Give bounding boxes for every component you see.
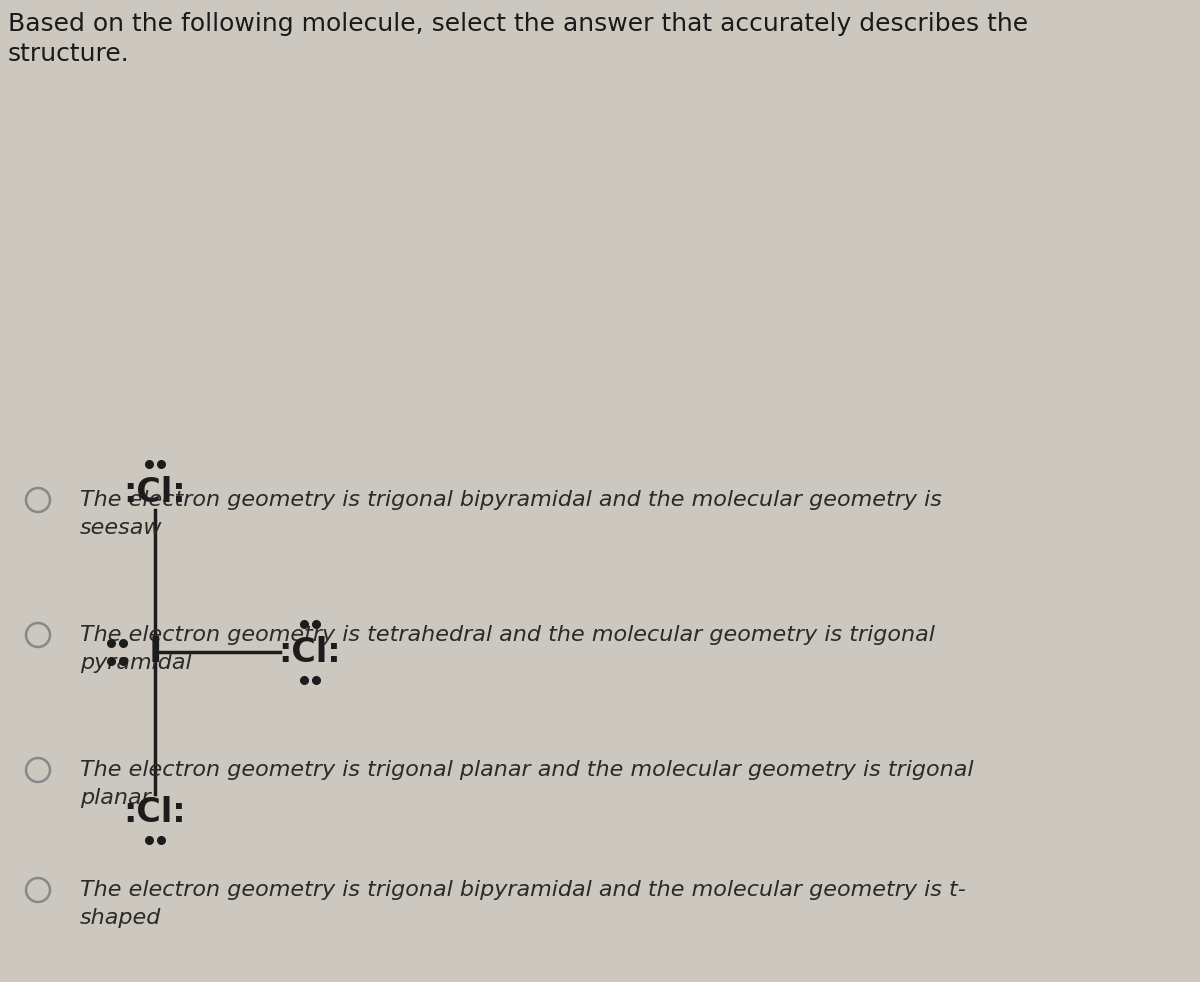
Text: pyramidal: pyramidal: [80, 653, 192, 673]
Text: :Cl:: :Cl:: [278, 635, 341, 669]
Text: I: I: [149, 635, 162, 669]
Text: The electron geometry is trigonal bipyramidal and the molecular geometry is: The electron geometry is trigonal bipyra…: [80, 490, 942, 510]
Text: The electron geometry is tetrahedral and the molecular geometry is trigonal: The electron geometry is tetrahedral and…: [80, 625, 935, 645]
Text: Based on the following molecule, select the answer that accurately describes the: Based on the following molecule, select …: [8, 12, 1028, 36]
Text: shaped: shaped: [80, 908, 161, 928]
Text: planar: planar: [80, 788, 151, 808]
Text: The electron geometry is trigonal planar and the molecular geometry is trigonal: The electron geometry is trigonal planar…: [80, 760, 973, 780]
Text: structure.: structure.: [8, 42, 130, 66]
Text: :Cl:: :Cl:: [124, 475, 186, 509]
Text: The electron geometry is trigonal bipyramidal and the molecular geometry is t-: The electron geometry is trigonal bipyra…: [80, 880, 966, 900]
Text: seesaw: seesaw: [80, 518, 163, 538]
Text: :Cl:: :Cl:: [124, 795, 186, 829]
